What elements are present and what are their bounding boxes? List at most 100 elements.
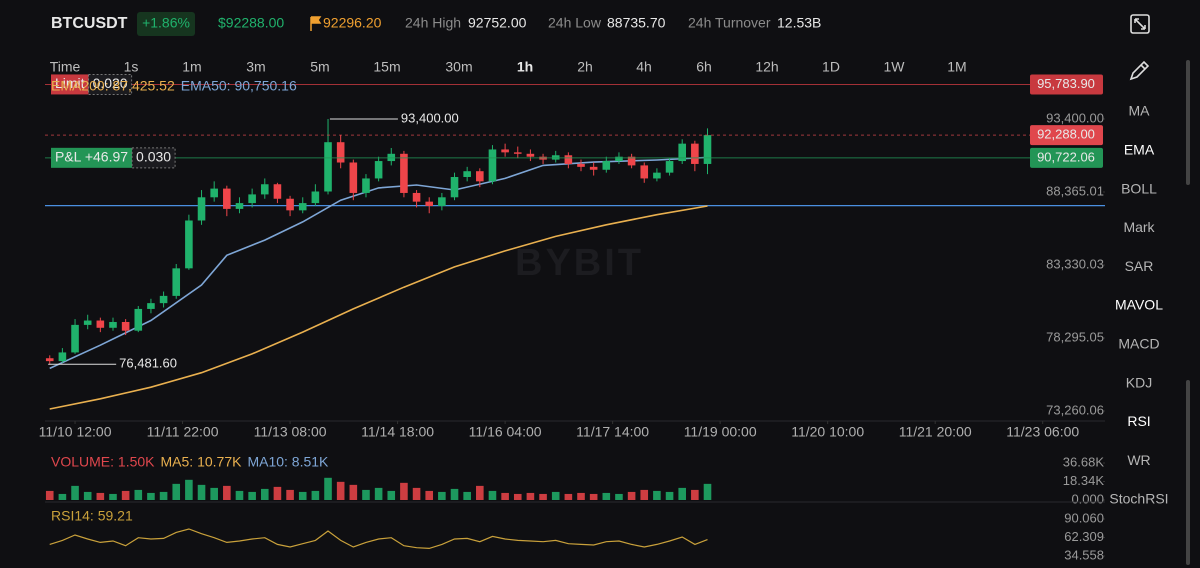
indicator-tab[interactable]: SAR	[1125, 258, 1154, 274]
indicator-tab[interactable]: EMA	[1124, 142, 1155, 158]
ema-line	[49, 205, 708, 410]
candle-body	[374, 161, 383, 179]
change: +1.86%	[142, 15, 190, 31]
order-qty-box[interactable]	[131, 147, 176, 169]
candle-body	[501, 149, 509, 153]
volume-bar	[210, 487, 218, 500]
interval-tab[interactable]: 1M	[947, 59, 966, 75]
indicator-tab[interactable]: RSI	[1127, 413, 1150, 429]
extreme-label: 76,481.60	[119, 356, 177, 371]
interval-tab[interactable]: 2h	[577, 59, 593, 75]
x-tick-label: 11/11 22:00	[147, 424, 219, 440]
volume-bar	[463, 491, 471, 500]
volume-bar	[159, 491, 168, 500]
volume-bar	[539, 493, 547, 500]
fullscreen-icon[interactable]	[1130, 14, 1150, 34]
indicator-tab[interactable]: WR	[1127, 452, 1150, 468]
symbol[interactable]: BTCUSDT	[51, 15, 128, 32]
indicator-tab[interactable]: BOLL	[1121, 180, 1157, 196]
indicator-tab[interactable]: MA	[1129, 103, 1151, 119]
indicator-tab[interactable]: StochRSI	[1109, 491, 1168, 507]
volume-bar	[109, 493, 117, 500]
x-tick-label: 11/21 20:00	[899, 424, 972, 440]
candle-body	[362, 178, 370, 193]
price-tag-label: 92,288.00	[1037, 127, 1095, 142]
order-tag-bg	[51, 147, 133, 168]
volume-bar	[197, 484, 206, 500]
interval-tab[interactable]: 1h	[517, 59, 533, 75]
y-tick-label: 93,400.00	[1046, 110, 1104, 125]
indicator-tab[interactable]: KDJ	[1126, 374, 1152, 390]
volume-bar	[362, 489, 370, 500]
volume-bar	[223, 485, 231, 500]
indicator-tab[interactable]: MACD	[1118, 336, 1159, 352]
candle-body	[450, 176, 459, 198]
candle-body	[273, 184, 282, 199]
y-tick-label: 0.000	[1071, 491, 1104, 506]
flag-icon	[310, 16, 322, 31]
x-tick-label: 11/17 14:00	[576, 424, 649, 440]
x-tick-label: 11/13 08:00	[254, 424, 327, 440]
legend-entry: VOLUME: 1.50K	[51, 454, 155, 470]
volume-bar	[627, 491, 636, 500]
interval-tab[interactable]: 5m	[310, 59, 329, 75]
interval-tab[interactable]: 1s	[124, 59, 139, 75]
interval-tab[interactable]: 6h	[696, 59, 712, 75]
volume-bar	[691, 489, 699, 500]
interval-tab[interactable]: 1W	[884, 59, 906, 75]
order-qty-box[interactable]	[88, 73, 133, 95]
high: 92752.00	[468, 15, 527, 31]
candle-body	[564, 155, 573, 164]
candle-body	[235, 203, 244, 209]
order-qty: 0.030	[136, 149, 171, 165]
candle-body	[336, 142, 345, 163]
interval-tab[interactable]: 4h	[636, 59, 652, 75]
indicator-tab[interactable]: Mark	[1123, 219, 1155, 235]
turnover-label: 24h Turnover	[688, 15, 771, 31]
volume-bar	[134, 489, 143, 500]
candle-body	[627, 156, 636, 166]
volume-bar	[501, 492, 509, 500]
interval-tab[interactable]: 15m	[373, 59, 400, 75]
volume-bar	[248, 491, 256, 500]
interval-tab[interactable]: 1m	[182, 59, 201, 75]
watermark: BYBIT	[515, 242, 644, 284]
indicator-tab[interactable]: MAVOL	[1115, 297, 1163, 313]
last-price: $92288.00	[218, 15, 284, 31]
legend-entry: EMA50: 90,750.16	[181, 78, 297, 94]
order-tag: Limit	[55, 75, 85, 91]
legend-entry: MA5: 10.77K	[161, 454, 243, 470]
interval-tab[interactable]: 3m	[246, 59, 265, 75]
price-tag-label: 90,722.06	[1037, 149, 1095, 164]
volume-bar	[665, 491, 674, 500]
volume-bar	[235, 490, 244, 500]
interval-tab[interactable]: Time	[50, 59, 81, 75]
candle-body	[665, 161, 674, 173]
candle-body	[96, 320, 105, 328]
x-tick-label: 11/10 12:00	[39, 424, 112, 440]
volume-bar	[577, 492, 585, 500]
volume-bar	[400, 482, 408, 500]
candle-body	[476, 171, 484, 182]
candle-body	[615, 156, 623, 162]
volume-bar	[121, 490, 130, 500]
volume-bar	[678, 487, 686, 500]
interval-tab[interactable]: 30m	[445, 59, 472, 75]
volume-bar	[425, 490, 434, 500]
y-tick-label: 62.309	[1064, 529, 1104, 544]
volume-bar	[703, 483, 712, 500]
interval-tab[interactable]: 12h	[755, 59, 778, 75]
candle-body	[703, 135, 712, 164]
volume-bar	[412, 487, 421, 500]
volume-bar	[564, 493, 573, 500]
candle-body	[678, 143, 686, 162]
volume-bar	[260, 488, 269, 500]
volume-bar	[96, 492, 105, 500]
interval-tab[interactable]: 1D	[822, 59, 840, 75]
candle-body	[526, 153, 535, 157]
candle-body	[400, 153, 408, 193]
price-tag	[1030, 125, 1103, 146]
draw-tool-icon[interactable]	[1129, 60, 1150, 81]
